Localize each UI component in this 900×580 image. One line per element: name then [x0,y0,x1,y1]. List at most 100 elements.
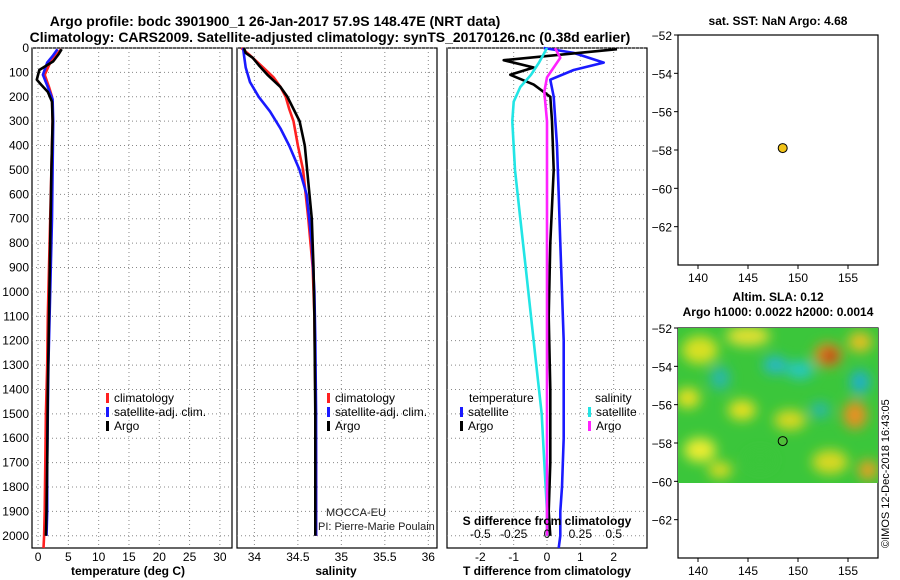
sst-map-title: sat. SST: NaN Argo: 4.68 [709,14,848,28]
legend-label-t-argo: Argo [468,419,494,433]
legend-swatch-s-argo [588,421,591,431]
sla_map-ytick-label: −58 [652,437,673,451]
legend-title-temperature: temperature [469,391,534,405]
credit-pi: PI: Pierre-Marie Poulain [318,521,435,533]
depth-tick-label: 1400 [2,382,29,396]
legend-swatch-argo [106,421,109,431]
temperature-legend: climatology satellite-adj. clim. Argo [106,391,206,433]
depth-tick-label: 800 [9,236,29,250]
differences-series-salinity-argo [542,47,562,536]
sla_map-xtick-label: 155 [838,564,858,578]
series-layer [35,46,618,549]
sla_map-ytick-label: −62 [652,514,673,528]
temperature-xtick-label: 0 [35,550,42,564]
differences-xtick-label: -2 [475,550,486,564]
temperature-xtick-label: 5 [65,550,72,564]
sla_map-argo-marker [777,436,788,447]
legend-label-argo: Argo [335,419,361,433]
depth-tick-label: 1600 [2,431,29,445]
differences-x2tick-label: 0.5 [605,527,622,541]
temperature-xtick-label: 30 [213,550,227,564]
legend-swatch-satellite [106,407,109,417]
sla_map-ytick-label: −56 [652,399,673,413]
sst_map-ytick-label: −62 [652,221,673,235]
legend-label-climatology: climatology [114,391,174,405]
legend-swatch-s-satellite [588,407,591,417]
sla-map-title: Altim. SLA: 0.12 [732,290,824,304]
differences-series-temperature-argo [502,47,618,536]
depth-tick-label: 200 [9,90,29,104]
depth-tick-label: 1300 [2,358,29,372]
legend-title-salinity: salinity [595,391,632,405]
temperature-xtick-label: 20 [153,550,167,564]
temperature-xtick-label: 15 [122,550,136,564]
depth-tick-label: 100 [9,65,29,79]
legend-label-climatology: climatology [335,391,395,405]
depth-tick-label: 700 [9,212,29,226]
difference-legend: temperature satellite Argo salinity sate… [460,391,637,433]
sla-heatmap-field [678,328,878,483]
differences-x2tick-label: 0 [544,527,551,541]
sst_map-ytick-label: −58 [652,144,673,158]
depth-tick-label: 1500 [2,407,29,421]
sst-map-frame [677,34,879,266]
salinity-xtick-label: 35 [335,550,349,564]
salinity-xtick-label: 36 [422,550,436,564]
temperature-xlabel: temperature (deg C) [71,564,185,578]
depth-tick-label: 2000 [2,529,29,543]
differences-xtick-label: 2 [610,550,617,564]
salinity-series-climatology [240,47,318,536]
differences-x2tick-label: -0.5 [470,527,491,541]
legend-swatch-satellite [327,407,330,417]
depth-tick-label: 1900 [2,504,29,518]
sst_map-ytick-label: −54 [652,67,673,81]
salinity-legend: climatology satellite-adj. clim. Argo [327,391,427,433]
credit-project: MOCCA-EU [326,507,386,519]
legend-swatch-t-argo [460,421,463,431]
salinity-xlabel: salinity [315,564,357,578]
legend-label-t-satellite: satellite [468,405,509,419]
depth-tick-label: 1000 [2,285,29,299]
sla_map-ytick-label: −54 [652,360,673,374]
salinity-xtick-label: 35.5 [373,550,397,564]
temperature-panel-frame [31,47,233,549]
depth-tick-label: 0 [22,41,29,55]
salinity-xtick-label: 34 [248,550,262,564]
depth-tick-label: 500 [9,163,29,177]
sst_map-xtick-label: 145 [738,271,758,285]
depth-tick-label: 1800 [2,480,29,494]
differences-series-salinity-satellite [510,47,549,536]
legend-swatch-climatology [327,393,330,403]
imos-watermark: ©IMOS 12-Dec-2018 16:43:05 [880,399,892,548]
sla_map-xtick-label: 140 [688,564,708,578]
differences-x2tick-label: -0.25 [500,527,528,541]
difference-x2label: S difference from climatology [463,514,632,528]
salinity-series-argo [242,47,317,536]
differences-series-temperature-satellite [543,46,606,549]
salinity-panel-frame [236,47,438,549]
differences-xtick-label: -1 [508,550,519,564]
legend-label-satellite: satellite-adj. clim. [335,405,427,419]
sla-map-subtitle: Argo h1000: 0.0022 h2000: 0.0014 [683,305,874,319]
depth-tick-label: 900 [9,261,29,275]
depth-tick-label: 400 [9,139,29,153]
legend-label-satellite: satellite-adj. clim. [114,405,206,419]
legend-label-argo: Argo [114,419,140,433]
temperature-series-argo [35,48,63,536]
sst_map-ytick-label: −52 [652,29,673,43]
figure-title-line1: Argo profile: bodc 3901900_1 26-Jan-2017… [50,13,501,29]
differences-x2tick-label: 0.25 [569,527,593,541]
salinity-xtick-label: 34.5 [286,550,310,564]
depth-tick-label: 1700 [2,456,29,470]
temperature-xtick-label: 25 [183,550,197,564]
sla_map-ytick-label: −52 [652,322,673,336]
depth-tick-label: 1200 [2,334,29,348]
map-marker-layer [777,143,788,447]
sst_map-argo-marker [777,143,788,154]
sla_map-xtick-label: 145 [738,564,758,578]
depth-tick-label: 1100 [3,309,29,323]
figure-title-line2: Climatology: CARS2009. Satellite-adjuste… [30,29,631,45]
sla_map-xtick-label: 150 [788,564,808,578]
legend-label-s-satellite: satellite [596,405,637,419]
